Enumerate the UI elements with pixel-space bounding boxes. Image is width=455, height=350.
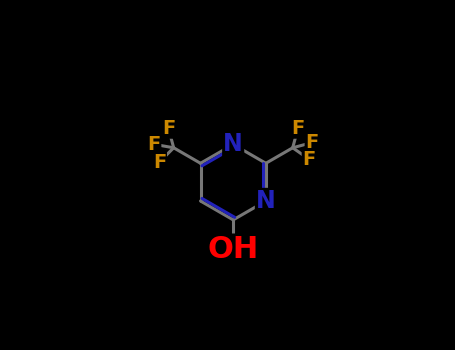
Text: F: F	[306, 133, 319, 152]
Text: F: F	[147, 135, 161, 154]
Text: F: F	[153, 153, 166, 172]
Text: F: F	[162, 119, 175, 138]
Text: F: F	[303, 150, 316, 169]
Text: N: N	[256, 189, 276, 213]
Text: N: N	[223, 132, 243, 156]
Text: F: F	[291, 119, 304, 138]
Text: OH: OH	[207, 235, 259, 264]
